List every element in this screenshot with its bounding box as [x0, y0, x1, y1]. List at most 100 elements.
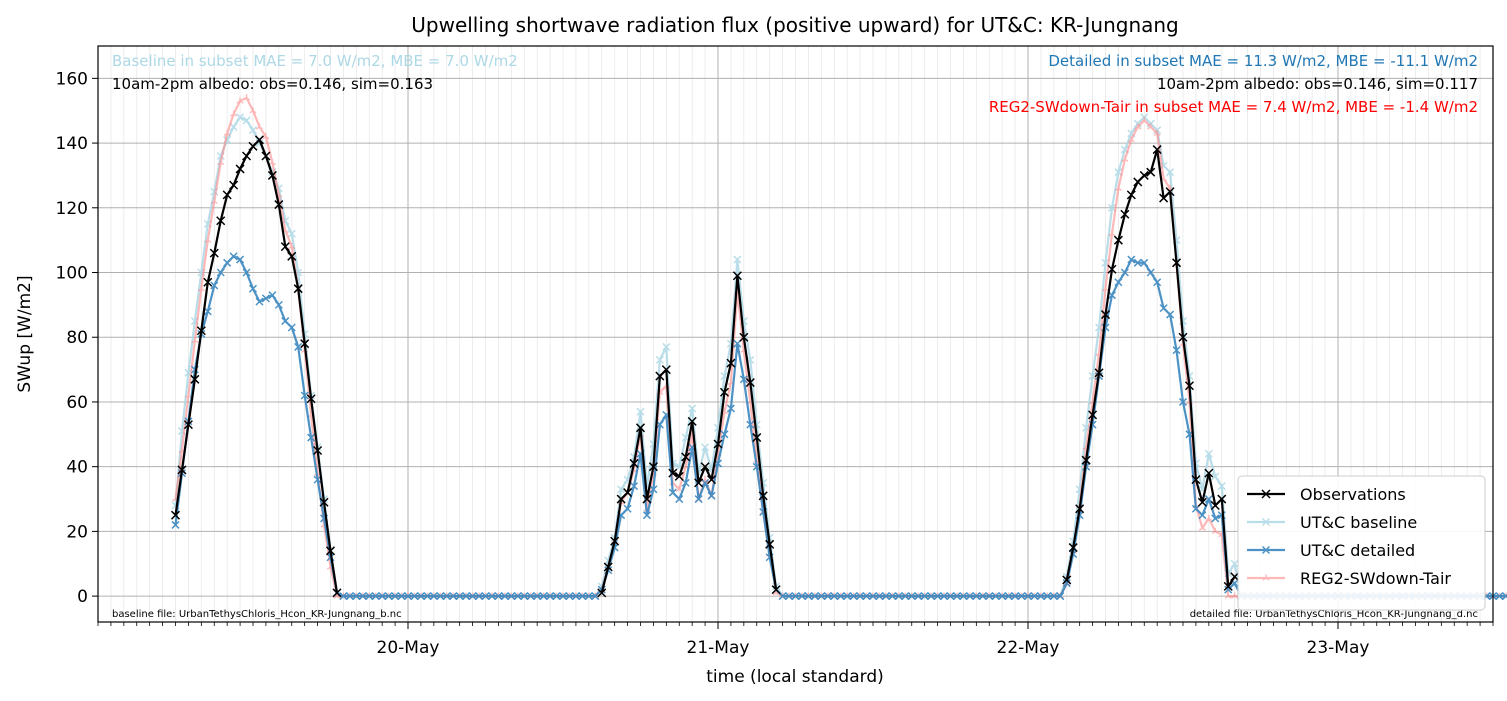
data-point-reg2-swdown-tair [1147, 123, 1155, 130]
data-point-ut-c-detailed [940, 592, 949, 601]
data-point-ut-c-detailed [287, 323, 296, 332]
data-point-observations [1100, 310, 1111, 320]
data-point-ut-c-detailed [475, 592, 484, 601]
y-tick-label: 60 [66, 393, 88, 413]
data-point-ut-c-detailed [778, 592, 787, 601]
data-point-observations [287, 251, 297, 261]
data-point-ut-c-detailed [203, 307, 212, 316]
data-point-observations [681, 452, 691, 462]
y-tick-label: 0 [77, 587, 88, 607]
data-point-ut-c-detailed [223, 258, 232, 267]
data-point-ut-c-detailed [268, 291, 277, 300]
y-axis-label: SWup [W/m2] [15, 275, 35, 392]
data-point-ut-c-detailed [830, 592, 839, 601]
data-point-ut-c-baseline [1211, 472, 1220, 481]
legend-swatch-observations [1247, 489, 1285, 499]
reg2-stats-annotation: REG2-SWdown-Tair in subset MAE = 7.4 W/m… [989, 98, 1478, 116]
data-point-ut-c-detailed [733, 339, 742, 348]
data-point-ut-c-baseline [229, 122, 238, 131]
data-point-observations [293, 284, 303, 294]
data-point-ut-c-detailed [726, 404, 735, 413]
data-point-ut-c-detailed [345, 592, 354, 601]
legend-swatch-reg2-swdown-tair [1247, 574, 1285, 581]
baseline-albedo-annotation: 10am-2pm albedo: obs=0.146, sim=0.163 [112, 75, 433, 93]
data-point-ut-c-detailed [423, 592, 432, 601]
data-point-reg2-swdown-tair [1140, 116, 1148, 124]
data-point-reg2-swdown-tair [288, 243, 296, 250]
y-tick-label: 140 [56, 134, 88, 154]
data-point-ut-c-detailed [894, 592, 903, 601]
data-point-observations [1197, 497, 1207, 507]
data-point-observations [668, 468, 678, 478]
x-axis-label: time (local standard) [706, 667, 884, 687]
data-point-observations [1165, 187, 1175, 197]
data-point-observations [700, 462, 710, 472]
data-point-ut-c-detailed [946, 592, 955, 601]
data-point-reg2-swdown-tair [1121, 155, 1129, 162]
data-point-ut-c-detailed [1198, 511, 1207, 520]
data-point-observations [758, 491, 768, 501]
data-point-observations [196, 326, 206, 336]
data-point-ut-c-detailed [274, 300, 283, 309]
data-point-ut-c-detailed [901, 592, 910, 601]
data-point-observations [642, 494, 652, 504]
data-point-observations [1223, 581, 1233, 591]
data-point-ut-c-detailed [856, 592, 865, 601]
data-point-ut-c-detailed [1211, 514, 1220, 523]
data-point-ut-c-baseline [1166, 168, 1175, 177]
data-point-observations [267, 170, 277, 180]
data-point-observations [1184, 381, 1194, 391]
data-point-observations [629, 458, 639, 468]
data-point-observations [222, 190, 232, 200]
data-point-ut-c-detailed [991, 592, 1000, 601]
data-point-ut-c-detailed [1049, 592, 1058, 601]
data-point-ut-c-detailed [804, 592, 813, 601]
data-point-ut-c-detailed [1043, 592, 1052, 601]
legend: Observations UT&C baseline UT&C detailed RE… [1237, 475, 1486, 611]
x-tick-label: 23-May [1307, 638, 1370, 658]
data-point-ut-c-detailed [952, 592, 961, 601]
data-point-ut-c-detailed [578, 592, 587, 601]
data-point-ut-c-detailed [797, 592, 806, 601]
data-point-ut-c-detailed [468, 592, 477, 601]
data-point-observations [1217, 494, 1227, 504]
data-point-observations [1081, 455, 1091, 465]
data-point-reg2-swdown-tair [1153, 129, 1161, 137]
data-point-observations [170, 510, 181, 520]
data-point-ut-c-detailed [1011, 592, 1020, 601]
data-point-ut-c-baseline [1230, 559, 1239, 568]
data-point-ut-c-detailed [565, 592, 574, 601]
data-point-ut-c-detailed [371, 592, 380, 601]
legend-label-ut-c-baseline: UT&C baseline [1300, 513, 1417, 532]
data-point-ut-c-baseline [701, 443, 710, 452]
x-tick-label: 20-May [377, 638, 440, 658]
data-point-ut-c-detailed [1159, 304, 1168, 313]
data-point-ut-c-detailed [339, 592, 348, 601]
data-point-ut-c-detailed [261, 294, 270, 303]
data-point-ut-c-detailed [591, 592, 600, 601]
data-point-ut-c-detailed [416, 592, 425, 601]
data-point-ut-c-detailed [210, 281, 219, 290]
data-point-ut-c-baseline [236, 113, 245, 122]
data-point-observations [739, 332, 749, 342]
data-point-ut-c-detailed [507, 592, 516, 601]
data-point-reg2-swdown-tair [210, 197, 218, 205]
y-tick-label: 120 [56, 199, 88, 219]
data-point-observations [209, 248, 219, 258]
data-point-ut-c-detailed [843, 592, 852, 601]
data-point-reg2-swdown-tair [223, 129, 231, 137]
data-point-observations [319, 497, 329, 507]
data-point-observations [648, 462, 658, 472]
data-point-ut-c-detailed [391, 592, 400, 601]
data-point-ut-c-detailed [429, 592, 438, 601]
y-tick-label: 160 [56, 69, 88, 89]
data-point-ut-c-detailed [500, 592, 509, 601]
data-point-ut-c-detailed [487, 592, 496, 601]
legend-label-reg2-swdown-tair: REG2-SWdown-Tair [1300, 569, 1451, 588]
data-point-observations [280, 242, 290, 252]
legend-marker-ut-c-detailed [1261, 545, 1271, 555]
data-point-observations [603, 562, 613, 572]
data-point-ut-c-detailed [365, 592, 374, 601]
data-point-ut-c-detailed [248, 284, 258, 293]
data-point-ut-c-detailed [378, 592, 387, 601]
